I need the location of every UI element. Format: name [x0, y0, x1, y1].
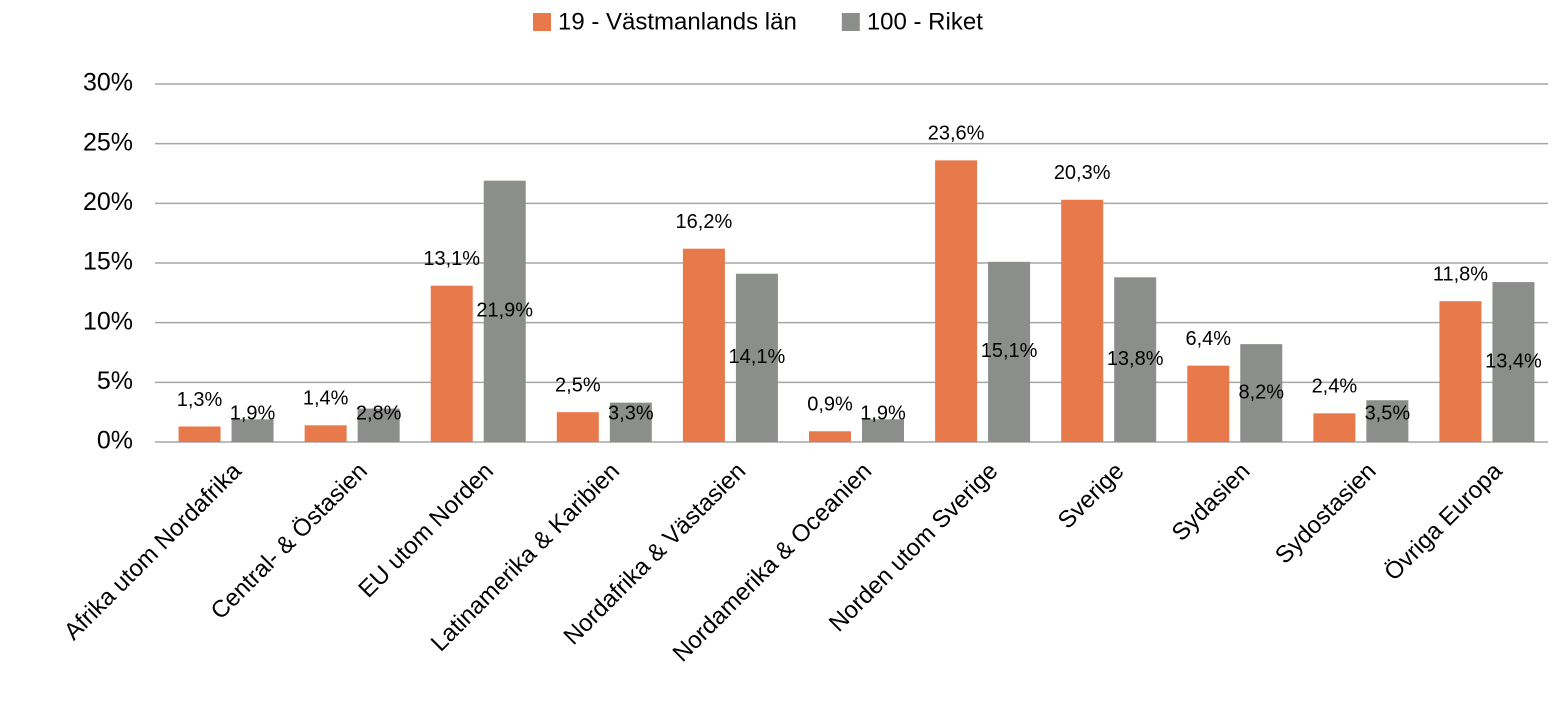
legend-swatch: [533, 13, 551, 31]
legend-label: 19 - Västmanlands län: [558, 8, 797, 35]
x-tick-label: Övriga Europa: [1379, 457, 1508, 586]
y-tick-label: 30%: [83, 69, 133, 97]
value-label: 8,2%: [1238, 381, 1284, 403]
legend-label: 100 - Riket: [867, 8, 983, 35]
value-label: 11,8%: [1433, 263, 1488, 285]
x-tick-label: Sydasien: [1167, 458, 1256, 547]
y-tick-label: 0%: [97, 427, 133, 455]
value-label: 2,4%: [1312, 376, 1358, 398]
x-tick-label: Sydostasien: [1270, 458, 1382, 570]
bar: [483, 180, 526, 442]
bar: [357, 408, 400, 442]
x-tick-label: EU utom Norden: [353, 458, 498, 603]
x-tick-label: Nordamerika & Oceanien: [668, 458, 878, 668]
bar: [1313, 413, 1356, 442]
bar: [231, 419, 274, 442]
bar: [1187, 365, 1230, 442]
value-label: 15,1%: [981, 340, 1038, 362]
bar: [809, 431, 851, 442]
value-label: 6,4%: [1185, 328, 1231, 350]
bar: [1439, 301, 1482, 442]
bar: [304, 425, 347, 442]
value-label: 1,9%: [230, 402, 276, 424]
y-tick-label: 25%: [83, 128, 133, 156]
value-label: 23,6%: [928, 123, 985, 145]
value-label: 20,3%: [1054, 162, 1111, 184]
legend-swatch: [841, 13, 860, 31]
value-label: 2,8%: [356, 402, 402, 424]
y-tick-label: 5%: [97, 367, 133, 395]
value-label: 0,9%: [807, 394, 853, 416]
value-label: 13,8%: [1107, 348, 1164, 370]
bar: [1114, 277, 1157, 442]
bar: [1240, 344, 1283, 442]
value-label: 3,3%: [608, 402, 654, 424]
value-label: 1,4%: [303, 388, 349, 410]
value-label: 13,1%: [423, 248, 480, 270]
value-label: 2,5%: [555, 374, 601, 396]
bar: [682, 248, 725, 442]
bar: [988, 261, 1031, 442]
x-tick-label: Sverige: [1053, 458, 1130, 535]
value-label: 16,2%: [676, 211, 733, 233]
bar: [178, 426, 221, 442]
bar: [556, 412, 599, 442]
bar: [430, 285, 473, 442]
value-label: 14,1%: [729, 346, 786, 368]
y-tick-label: 10%: [83, 307, 133, 335]
bar: [862, 419, 904, 442]
bar: [735, 273, 778, 442]
value-label: 21,9%: [476, 300, 533, 322]
y-tick-label: 20%: [83, 188, 133, 216]
bar: [609, 402, 652, 442]
value-label: 3,5%: [1365, 402, 1411, 424]
value-label: 1,3%: [177, 389, 223, 411]
bar: [1492, 282, 1535, 442]
bar: [1366, 400, 1409, 442]
value-label: 13,4%: [1485, 350, 1542, 372]
value-label: 1,9%: [860, 402, 906, 424]
bar: [935, 160, 978, 442]
y-tick-label: 15%: [83, 248, 133, 276]
bar: [1061, 199, 1104, 442]
